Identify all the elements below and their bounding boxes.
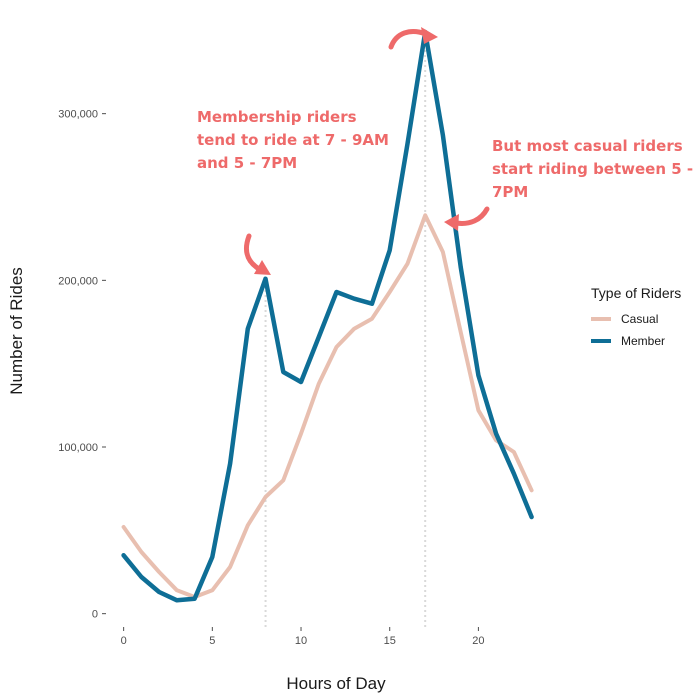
annotation-membership-line-1: Membership riders [197, 108, 357, 126]
annotation-casual-line-3: 7PM [492, 183, 528, 201]
y-axis-title: Number of Rides [7, 267, 26, 395]
series-line-casual [121, 213, 534, 599]
series-lines [121, 29, 534, 603]
y-axis: 0 100,000 200,000 300,000 [58, 109, 106, 621]
x-axis: 0 5 10 15 20 [121, 627, 485, 647]
arrow-peak-member-icon [388, 29, 429, 50]
x-tick-label-4: 20 [472, 635, 484, 647]
x-tick-label-3: 15 [384, 635, 396, 647]
annotation-casual-line-1: But most casual riders [492, 137, 683, 155]
annotation-membership: Membership riders tend to ride at 7 - 9A… [197, 108, 389, 172]
x-tick-label-1: 5 [209, 635, 215, 647]
series-line-member [121, 29, 534, 603]
y-tick-label-3: 300,000 [58, 109, 98, 121]
x-tick-label-2: 10 [295, 635, 307, 647]
legend-label-member: Member [621, 334, 665, 348]
annotation-membership-line-3: and 5 - 7PM [197, 154, 297, 172]
y-tick-label-0: 0 [92, 609, 98, 621]
legend: Type of Riders Casual Member [591, 285, 681, 348]
arrow-morning-head-icon [254, 260, 271, 275]
legend-title: Type of Riders [591, 285, 681, 301]
reference-lines [264, 32, 427, 627]
arrow-morning-icon [243, 233, 262, 272]
annotation-casual: But most casual riders start riding betw… [492, 137, 693, 201]
arrow-peak-member-head-icon [421, 27, 438, 44]
y-tick-label-1: 100,000 [58, 442, 98, 454]
arrow-casual-head-icon [444, 214, 459, 231]
x-axis-title: Hours of Day [286, 674, 386, 693]
y-tick-label-2: 200,000 [58, 275, 98, 287]
annotation-membership-line-2: tend to ride at 7 - 9AM [197, 131, 389, 149]
annotation-casual-line-2: start riding between 5 - [492, 160, 693, 178]
annotation-arrows [243, 27, 490, 275]
arrow-casual-icon [453, 206, 490, 226]
legend-label-casual: Casual [621, 312, 658, 326]
x-tick-label-0: 0 [121, 635, 127, 647]
